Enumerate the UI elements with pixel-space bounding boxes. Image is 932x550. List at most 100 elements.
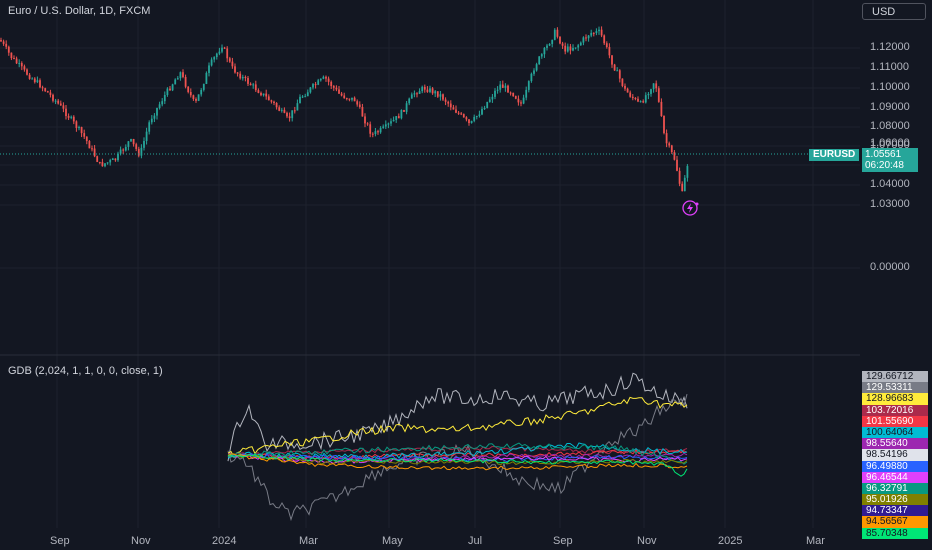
candle-body [449, 103, 452, 108]
candle-body [231, 61, 234, 67]
candle-body [252, 84, 255, 86]
candle-body [18, 63, 21, 65]
candle-body [673, 152, 676, 160]
candle-body [644, 95, 647, 103]
candle-body [681, 183, 684, 192]
candle-body [650, 89, 652, 94]
candle-body [514, 96, 517, 99]
indicator-line [227, 453, 688, 477]
candle-body [488, 99, 491, 102]
candle-body [530, 73, 533, 82]
candle-body [379, 127, 382, 133]
indicator-line [227, 442, 688, 465]
candle-body [416, 93, 418, 95]
price-tick: 1.11000 [870, 61, 909, 73]
candle-body [169, 88, 171, 91]
candle-body [356, 101, 359, 105]
indicator-value-labels: 129.66712 129.53311 128.96683 103.72016 101.… [862, 371, 928, 539]
candle-body [197, 94, 200, 101]
candle-body [395, 116, 398, 120]
indicator-value-label: 129.53311 [862, 382, 928, 394]
candle-body [249, 83, 252, 86]
candle-body [390, 121, 392, 124]
candle-body [551, 39, 554, 44]
candle-body [111, 158, 114, 160]
candle-body [400, 109, 403, 119]
indicator-title[interactable]: GDB (2,024, 1, 1, 0, 0, close, 1) [8, 365, 163, 377]
candle-body [572, 47, 574, 51]
candle-body [52, 94, 54, 101]
candle-body [574, 47, 577, 49]
candle-body [410, 94, 413, 99]
indicator-value-label: 128.96683 [862, 393, 928, 405]
candle-body [421, 86, 424, 92]
candle-body [512, 92, 515, 97]
candle-body [587, 35, 590, 39]
candle-body [15, 58, 18, 64]
candle-body [179, 72, 182, 79]
candle-body [605, 43, 608, 48]
indicator-value-label: 103.72016 [862, 404, 928, 416]
candle-body [62, 105, 65, 109]
symbol-title[interactable]: Euro / U.S. Dollar, 1D, FXCM [8, 5, 151, 17]
candle-body [98, 161, 101, 163]
candle-body [660, 101, 663, 117]
price-tick: 1.10000 [870, 81, 910, 93]
indicator-value-label: 129.66712 [862, 371, 928, 383]
indicator-line [227, 396, 688, 458]
candle-body [288, 116, 291, 119]
candle-body [306, 92, 309, 97]
candle-body [20, 63, 23, 67]
indicator-value-label: 95.01926 [862, 494, 928, 506]
candle-body [343, 95, 346, 99]
candle-body [642, 101, 645, 103]
candle-body [455, 109, 457, 113]
time-tick: 2024 [212, 535, 237, 547]
candle-body [57, 100, 60, 104]
candle-body [236, 72, 239, 74]
candle-body [192, 95, 195, 99]
candle-body [553, 29, 556, 40]
candle-body [210, 59, 213, 66]
candle-body [286, 112, 288, 117]
currency-button[interactable]: USD [862, 3, 926, 20]
candle-body [616, 70, 619, 72]
candle-body [348, 98, 351, 100]
candle-body [345, 98, 348, 100]
candle-body [595, 31, 598, 34]
candle-body [392, 119, 395, 122]
time-tick: 2025 [718, 535, 743, 547]
time-tick: Sep [553, 535, 573, 547]
candle-body [114, 158, 117, 161]
candle-body [325, 76, 327, 79]
candle-body [293, 110, 296, 112]
candle-body [228, 58, 231, 62]
candle-body [384, 124, 387, 127]
candle-body [361, 106, 364, 117]
time-tick: Mar [299, 535, 318, 547]
candle-body [369, 124, 372, 134]
candle-body [150, 118, 153, 123]
candle-body [163, 94, 166, 102]
candle-body [257, 90, 260, 93]
candle-body [28, 74, 31, 79]
candle-body [470, 120, 473, 124]
candle-body [457, 112, 460, 114]
candle-body [10, 52, 13, 59]
candle-body [509, 92, 512, 94]
candle-body [218, 51, 221, 54]
indicator-value-label: 98.54196 [862, 449, 928, 461]
dividend-marker-icon[interactable] [682, 200, 699, 216]
indicator-value-label: 96.49880 [862, 460, 928, 472]
candle-body [486, 101, 489, 108]
candle-body [540, 54, 543, 57]
candle-body [117, 153, 119, 161]
candle-body [629, 92, 632, 97]
candle-body [70, 116, 73, 118]
candle-body [533, 70, 535, 74]
candle-body [465, 117, 468, 120]
candle-body [403, 109, 405, 112]
candle-body [234, 66, 236, 73]
candle-body [657, 88, 660, 102]
